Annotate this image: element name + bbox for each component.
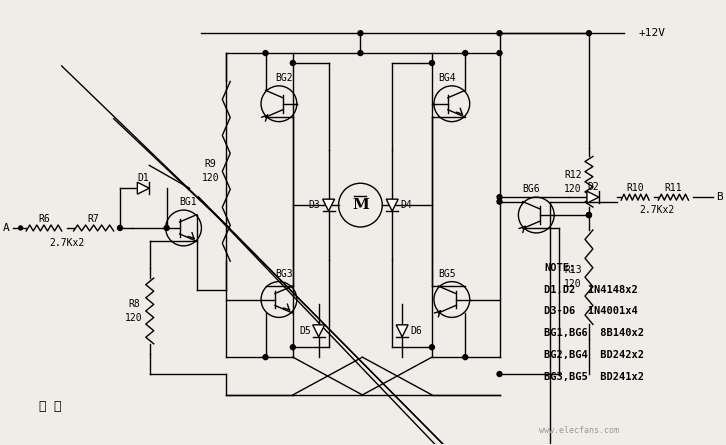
Text: D3: D3 (309, 200, 321, 210)
Text: BG4: BG4 (438, 73, 456, 83)
Text: D5: D5 (299, 326, 311, 336)
Text: BG6: BG6 (523, 184, 540, 194)
Text: 120: 120 (202, 173, 219, 183)
Text: M: M (352, 198, 369, 212)
Text: BG2,BG4  BD242x2: BG2,BG4 BD242x2 (544, 350, 644, 360)
Text: B: B (716, 192, 723, 202)
Text: 120: 120 (564, 184, 582, 194)
Text: +12V: +12V (639, 28, 666, 38)
Circle shape (263, 51, 268, 56)
Circle shape (118, 226, 123, 231)
Text: 2.7Kx2: 2.7Kx2 (639, 205, 674, 215)
Circle shape (497, 372, 502, 376)
Text: D2: D2 (587, 182, 599, 192)
Text: R12: R12 (564, 170, 582, 180)
Text: R8: R8 (128, 299, 139, 309)
Text: D1: D1 (137, 173, 149, 183)
Text: 图 五: 图 五 (39, 400, 62, 413)
Text: R9: R9 (205, 159, 216, 170)
Text: BG1: BG1 (180, 197, 197, 207)
Circle shape (430, 61, 434, 65)
Polygon shape (587, 191, 599, 203)
Circle shape (497, 51, 502, 56)
Text: BG3,BG5  BD241x2: BG3,BG5 BD241x2 (544, 372, 644, 382)
Text: www.elecfans.com: www.elecfans.com (539, 426, 619, 435)
Circle shape (587, 31, 592, 36)
Circle shape (497, 199, 502, 204)
Text: D3-D6  1N4001x4: D3-D6 1N4001x4 (544, 307, 638, 316)
Polygon shape (386, 199, 398, 211)
Text: BG5: BG5 (438, 269, 456, 279)
Text: R13: R13 (564, 265, 582, 275)
Circle shape (164, 226, 169, 231)
Text: R10: R10 (627, 183, 644, 193)
Text: 120: 120 (564, 279, 582, 289)
Polygon shape (313, 325, 325, 337)
Text: D4: D4 (400, 200, 412, 210)
Text: R6: R6 (38, 214, 50, 224)
Circle shape (497, 31, 502, 36)
Text: A: A (3, 223, 9, 233)
Text: R7: R7 (88, 214, 99, 224)
Circle shape (290, 61, 295, 65)
Circle shape (497, 194, 502, 200)
Text: 120: 120 (125, 313, 143, 323)
Text: 2.7Kx2: 2.7Kx2 (49, 238, 85, 248)
Circle shape (358, 31, 363, 36)
Circle shape (587, 213, 592, 218)
Text: R11: R11 (664, 183, 682, 193)
Text: BG3: BG3 (275, 269, 293, 279)
Circle shape (19, 226, 23, 230)
Circle shape (358, 51, 363, 56)
Circle shape (290, 345, 295, 350)
Circle shape (263, 355, 268, 360)
Polygon shape (137, 182, 150, 194)
Text: D1,D2  1N4148x2: D1,D2 1N4148x2 (544, 285, 638, 295)
Circle shape (462, 51, 468, 56)
Text: NOTE:: NOTE: (544, 263, 576, 273)
Text: BG2: BG2 (275, 73, 293, 83)
Circle shape (430, 345, 434, 350)
Polygon shape (396, 325, 408, 337)
Polygon shape (322, 199, 335, 211)
Text: D6: D6 (410, 326, 422, 336)
Circle shape (587, 213, 592, 218)
Circle shape (462, 355, 468, 360)
Text: BG1,BG6  8B140x2: BG1,BG6 8B140x2 (544, 328, 644, 338)
